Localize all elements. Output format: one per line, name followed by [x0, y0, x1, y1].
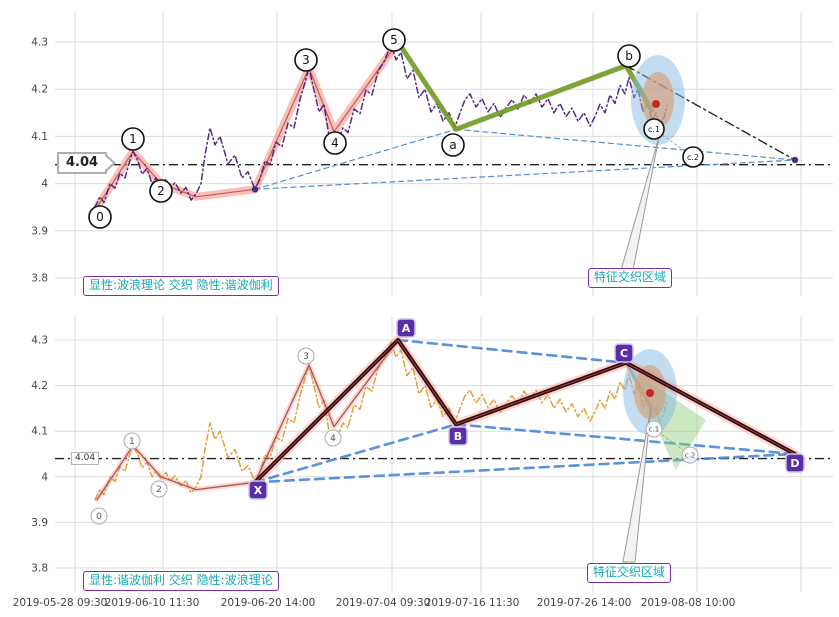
grid-top: 4.3 4.2 4.1 4 3.9 3.8	[31, 12, 833, 296]
implicit-label-text: 1	[129, 437, 135, 447]
harmonic-point-letter: B	[454, 430, 462, 443]
y-tick-label: 4	[41, 471, 48, 483]
wave-label-circle	[149, 179, 173, 203]
wave-label-text: 2	[157, 184, 165, 198]
reference-price-tag: 4.04	[71, 452, 100, 465]
projection-dashed-line	[455, 128, 796, 161]
x-tick-label: 2019-08-08 10:00	[641, 597, 736, 609]
wave-label-circle	[682, 146, 704, 168]
wave-label-circle	[121, 127, 145, 151]
region-arrow-top	[620, 136, 660, 271]
harmonic-line	[253, 338, 797, 485]
anchor-dot	[791, 156, 799, 164]
implicit-label-text: 4	[330, 434, 336, 444]
implicit-label-circle	[123, 432, 141, 450]
elliott-impulse-halo	[93, 38, 402, 212]
x-tick-label: 2019-05-28 09:30	[13, 597, 108, 609]
wave-label-circle	[643, 118, 665, 140]
implicit-label-text: 3	[303, 352, 309, 362]
prediction-dot-top	[652, 100, 660, 108]
wave-label-text: a	[449, 138, 456, 152]
wave-panel-overlays: 0 1 2 3 4 5 a b c.1 c.2	[88, 28, 799, 271]
wave-label-text: 0	[96, 210, 104, 224]
harmonic-point-marker	[248, 480, 268, 500]
y-tick-label: 4.2	[31, 84, 48, 96]
anchor-dot	[251, 186, 259, 193]
top-feature-region-label: 特征交织区域	[588, 268, 673, 288]
wave-label-text: 3	[302, 53, 310, 67]
highlight-ellipse-inner-top	[642, 72, 674, 128]
x-tick-label: 2019-06-10 11:30	[105, 597, 200, 609]
wave-label-text: 5	[390, 33, 398, 47]
harmonic-point-letter: A	[402, 322, 411, 335]
implicit-label-circle	[681, 446, 699, 464]
harmonic-point-letter: X	[254, 484, 263, 497]
harmonic-dashed-line	[253, 423, 458, 484]
implicit-label-text: c.2	[685, 451, 696, 459]
x-tick-label: 2019-07-16 11:30	[425, 597, 520, 609]
wave-label-text: b	[625, 49, 633, 63]
wave-label-text: 1	[129, 132, 137, 146]
harmonic-point-letter: D	[790, 457, 799, 470]
y-tick-label: 4.3	[31, 335, 48, 347]
implicit-label-text: 0	[96, 512, 102, 522]
harmonic-panel-overlays: 0 1 2 3 4 c.1 c.2 X A B C D	[90, 318, 805, 563]
region-arrow-bottom	[622, 406, 652, 563]
elliott-impulse-core	[96, 41, 399, 208]
harmonic-dashed-line	[454, 423, 797, 456]
harmonic-point-marker	[448, 426, 468, 446]
price-line-top	[94, 43, 668, 208]
implicit-label-circle	[90, 507, 108, 525]
implicit-label-text: 2	[156, 485, 162, 495]
harmonic-point-letter: C	[620, 347, 628, 360]
harmonic-point-marker	[785, 453, 805, 473]
bottom-feature-region-label: 特征交织区域	[587, 563, 672, 583]
implicit-label-circle	[297, 347, 315, 365]
implicit-label-circle	[324, 429, 342, 447]
bottom-panel-legend: 显性:谐波伽利 交织 隐性:波浪理论	[83, 571, 279, 591]
prediction-dot-bottom	[646, 389, 654, 397]
wave-label-circle	[382, 28, 406, 52]
y-tick-label: 4.1	[31, 426, 48, 438]
reference-price-flag: 4.04	[57, 152, 117, 174]
y-tick-label: 4	[41, 178, 48, 190]
implicit-label-text: c.1	[649, 425, 660, 433]
y-tick-label: 3.9	[31, 517, 48, 529]
y-tick-label: 4.1	[31, 131, 48, 143]
harmonic-point-marker	[614, 343, 634, 363]
top-panel-legend: 显性:波浪理论 交织 隐性:谐波伽利	[83, 276, 279, 296]
implicit-label-circle	[150, 480, 168, 498]
grid-bottom: 4.3 4.2 4.1 4 3.9 3.8	[31, 316, 833, 592]
wave-label-circle	[441, 133, 465, 157]
wave-label-text: c.1	[648, 125, 660, 134]
harmonic-dashed-line	[253, 452, 797, 484]
wave-label-circle	[323, 131, 347, 155]
harmonic-point-marker	[396, 318, 416, 338]
y-tick-label: 3.9	[31, 225, 48, 237]
x-tick-label: 2019-07-26 14:00	[537, 597, 632, 609]
wave-label-circle	[88, 205, 112, 229]
x-tick-label: 2019-07-04 09:30	[336, 597, 431, 609]
wave-label-text: c.2	[687, 153, 699, 162]
wave-label-text: 4	[331, 136, 339, 150]
y-tick-label: 4.2	[31, 380, 48, 392]
y-tick-label: 4.3	[31, 37, 48, 49]
wave-label-circle	[294, 48, 318, 72]
x-tick-label: 2019-06-20 14:00	[221, 597, 316, 609]
harmonic-line-core	[254, 339, 796, 483]
projection-dashed-line	[254, 128, 457, 190]
implicit-label-circle	[645, 420, 663, 438]
y-tick-label: 3.8	[31, 563, 48, 575]
abc-correction-line	[395, 39, 655, 132]
wave-label-circle	[617, 44, 641, 68]
projection-dashed-line	[254, 159, 796, 190]
y-tick-label: 3.8	[31, 273, 48, 285]
harmonic-dashed-line	[396, 338, 628, 365]
